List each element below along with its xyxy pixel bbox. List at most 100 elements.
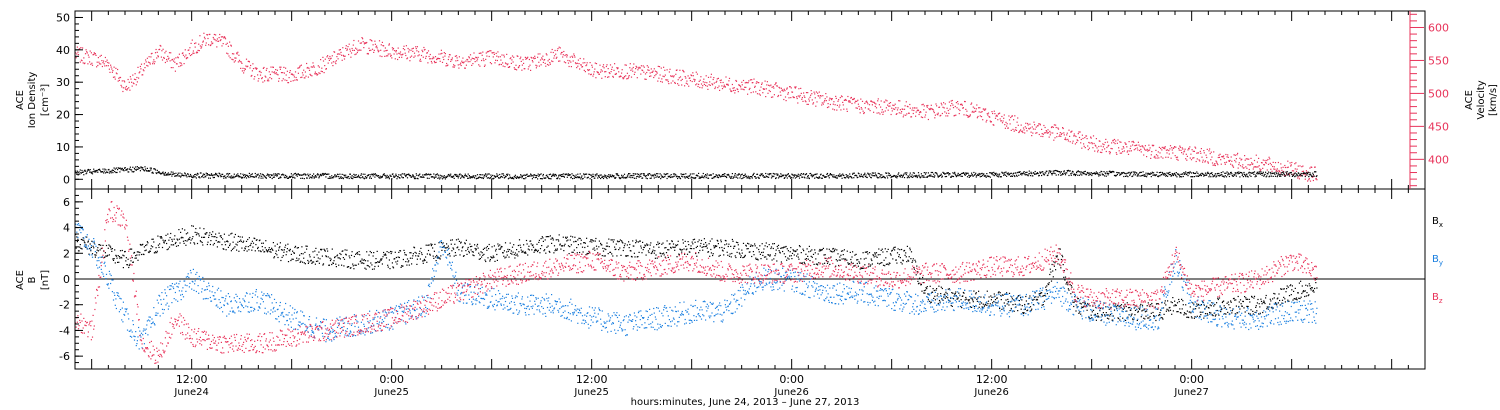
data-point	[395, 50, 397, 52]
data-point	[463, 177, 465, 179]
data-point	[564, 54, 566, 57]
data-point	[478, 177, 480, 179]
data-point	[574, 56, 576, 58]
data-point	[135, 255, 137, 257]
data-point	[249, 67, 251, 69]
data-point	[640, 175, 642, 178]
data-point	[252, 68, 255, 70]
data-point	[608, 174, 610, 176]
data-point	[222, 173, 224, 175]
data-point	[251, 249, 253, 251]
data-point	[152, 171, 154, 173]
data-point	[849, 101, 851, 103]
data-point	[699, 79, 701, 81]
data-point	[609, 64, 612, 66]
data-point	[89, 61, 91, 63]
data-point	[345, 45, 347, 47]
data-point	[703, 83, 705, 85]
data-point	[956, 107, 958, 109]
data-point	[143, 253, 145, 256]
data-point	[791, 173, 793, 175]
data-point	[209, 232, 211, 234]
data-point	[615, 176, 617, 179]
data-point	[965, 172, 967, 174]
data-point	[285, 67, 287, 69]
data-point	[199, 227, 201, 229]
data-point	[860, 107, 862, 109]
data-point	[838, 175, 840, 178]
data-point	[682, 70, 684, 72]
data-point	[752, 174, 754, 176]
data-point	[889, 102, 892, 104]
data-point	[108, 172, 110, 174]
data-point	[100, 54, 102, 56]
data-point	[647, 69, 649, 71]
data-point	[337, 58, 339, 60]
data-point	[656, 71, 658, 73]
data-point	[1124, 172, 1126, 175]
data-point	[597, 175, 599, 177]
data-point	[245, 58, 248, 60]
data-point	[355, 174, 357, 176]
data-point	[1138, 144, 1140, 146]
data-point	[954, 171, 956, 173]
data-point	[546, 54, 548, 56]
data-point	[476, 245, 478, 247]
data-point	[428, 177, 430, 179]
data-point	[86, 170, 88, 172]
data-point	[1047, 129, 1049, 131]
data-point	[922, 116, 924, 119]
data-point	[625, 177, 627, 179]
data-point	[664, 176, 666, 178]
data-point	[717, 77, 719, 79]
data-point	[1098, 140, 1100, 142]
data-point	[745, 86, 747, 88]
data-point	[1162, 173, 1165, 175]
data-point	[487, 257, 489, 259]
data-point	[440, 49, 442, 51]
data-point	[390, 54, 392, 56]
data-point	[1003, 174, 1005, 176]
data-point	[78, 48, 80, 50]
data-point	[202, 41, 204, 43]
data-point	[264, 80, 266, 82]
data-point	[154, 52, 157, 54]
data-point	[488, 177, 490, 179]
data-point	[86, 51, 88, 53]
data-point	[1111, 171, 1113, 174]
data-point	[348, 176, 350, 178]
data-point	[524, 174, 526, 176]
data-point	[1298, 176, 1300, 178]
data-point	[1007, 172, 1009, 174]
data-point	[889, 174, 892, 176]
data-point	[1189, 146, 1191, 148]
data-point	[705, 75, 707, 77]
data-point	[250, 244, 252, 246]
data-point	[1286, 171, 1288, 173]
data-point	[1108, 144, 1110, 146]
data-point	[906, 113, 908, 115]
data-point	[751, 177, 753, 179]
data-point	[122, 267, 124, 269]
data-point	[345, 254, 347, 256]
data-point	[1266, 169, 1268, 171]
data-point	[418, 174, 420, 176]
data-point	[758, 177, 760, 179]
data-point	[601, 70, 603, 72]
data-point	[965, 108, 967, 110]
data-point	[152, 246, 154, 248]
data-point	[122, 254, 124, 256]
data-point	[220, 235, 222, 237]
data-point	[285, 244, 287, 246]
data-point	[1313, 175, 1315, 177]
data-point	[311, 262, 313, 264]
data-point	[200, 241, 202, 243]
data-point	[444, 250, 446, 252]
data-point	[348, 177, 350, 180]
data-point	[200, 172, 202, 174]
data-point	[1022, 127, 1025, 129]
data-point	[399, 177, 401, 179]
data-point	[934, 117, 936, 119]
data-point	[639, 173, 641, 175]
